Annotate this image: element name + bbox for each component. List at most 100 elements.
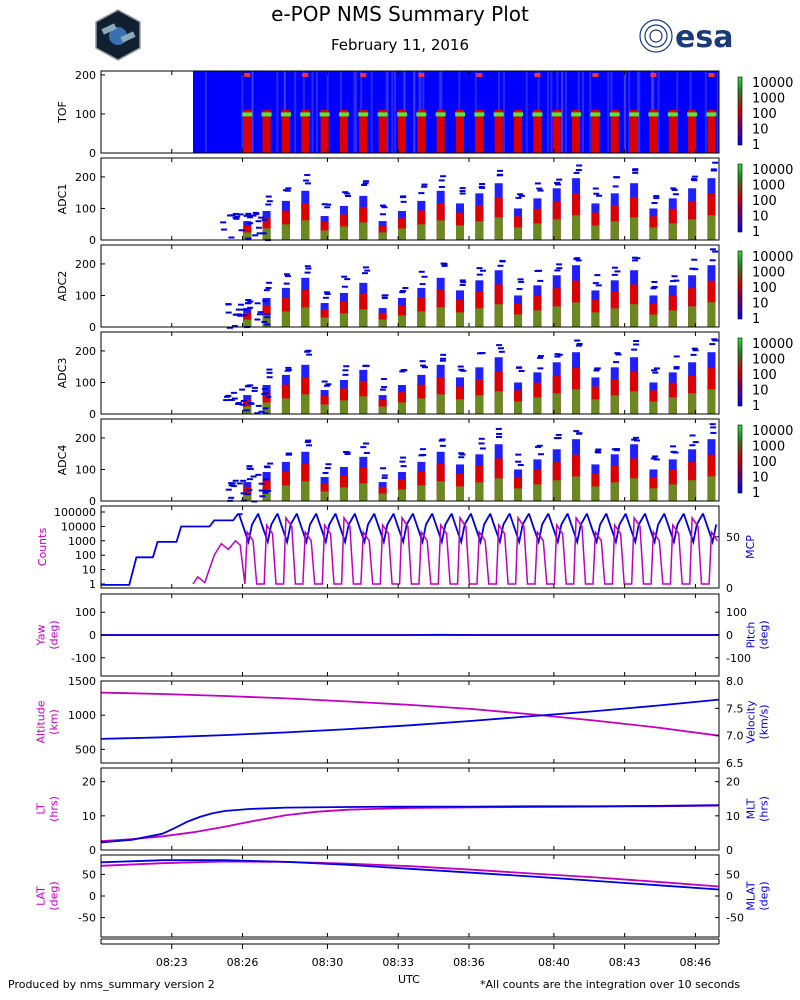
colorbar-tick: 10000	[752, 337, 793, 352]
adc-dot	[399, 460, 406, 463]
adc-dot	[246, 467, 253, 470]
adc-burst-core	[649, 488, 658, 501]
tof-burst-peak	[513, 112, 524, 117]
adc-dot	[438, 439, 445, 442]
adc-dot	[360, 446, 367, 449]
adc-dot	[459, 187, 466, 190]
mcp-ylabel: MCP	[744, 535, 757, 559]
adc-burst-core	[707, 302, 716, 327]
adc-burst-core	[436, 394, 445, 414]
lat-y2tick-label: 50	[726, 868, 740, 881]
lat-y2tick-label: -50	[726, 912, 744, 925]
counts-ytick-label: 10	[82, 564, 96, 577]
adc-dot	[263, 478, 270, 481]
esa-logo: esa	[639, 19, 733, 55]
tof-burst	[397, 110, 406, 153]
x-axis-label: UTC	[398, 973, 420, 986]
tof-stripe	[704, 71, 707, 153]
adc-dot	[305, 439, 312, 442]
adc-dot	[239, 388, 246, 391]
adc-burst-core	[552, 306, 561, 327]
adc-dot	[254, 318, 261, 321]
adc-dot	[498, 350, 505, 353]
colorbar-tick: 10	[752, 210, 769, 225]
adc-dot	[379, 213, 386, 216]
counts-ytick-label: 1000	[68, 535, 96, 548]
adc-dot	[324, 467, 331, 470]
adc-dot	[262, 491, 269, 494]
adc-dot	[633, 343, 640, 346]
adc-dot	[689, 434, 696, 437]
adc-burst-core	[378, 232, 387, 240]
adc-dot	[573, 171, 580, 174]
tof-stripe	[391, 71, 394, 153]
tof-ytick-label: 0	[89, 147, 96, 160]
svg-text:LAT: LAT	[35, 886, 48, 906]
adc-dot	[614, 270, 621, 273]
adc-dot	[439, 359, 446, 362]
adc-burst-core	[494, 304, 503, 327]
adc-dot	[671, 189, 678, 192]
adc-dot	[459, 190, 466, 193]
adc-dot	[228, 398, 235, 401]
counts-frame	[100, 505, 720, 589]
colorbar-tick: 10000	[752, 424, 793, 439]
adc-dot	[304, 182, 311, 185]
adc-dot	[419, 360, 426, 363]
adc-dot	[379, 388, 386, 391]
adc-dot	[556, 267, 563, 270]
adc-dot	[595, 284, 602, 287]
adc-dot	[690, 178, 697, 181]
adc-dot	[440, 262, 447, 265]
adc-dot	[323, 291, 330, 294]
tof-stripe	[547, 71, 550, 153]
tof-stripe	[315, 71, 318, 153]
tof-burst-top	[244, 72, 251, 77]
adc-dot	[632, 169, 639, 172]
adc-dot	[459, 453, 466, 456]
tof-burst	[475, 110, 484, 153]
adc-dot	[439, 444, 446, 447]
adc-burst-core	[552, 393, 561, 414]
adc3-ytick-label: 0	[89, 408, 96, 421]
adc-dot	[245, 385, 252, 388]
adc-dot	[265, 287, 272, 290]
adc-dot	[381, 206, 388, 209]
adc-dot	[344, 453, 351, 456]
svg-text:MCP: MCP	[744, 535, 757, 559]
colorbar-tick: 10	[752, 297, 769, 312]
adc-dot	[650, 287, 657, 290]
adc-dot	[225, 303, 232, 306]
adc-dot	[245, 212, 252, 215]
adc-dot	[228, 496, 235, 499]
adc-dot	[594, 367, 601, 370]
adc-dot	[250, 214, 257, 217]
adc-dot	[479, 183, 486, 186]
tof-burst-peak	[455, 112, 466, 117]
adc-burst-core	[436, 220, 445, 240]
adc-dot	[265, 489, 272, 492]
adc-burst-core	[591, 312, 600, 327]
altvel-ylabel: Altitude (km)	[35, 700, 61, 743]
lat-ytick-label: -50	[78, 912, 96, 925]
tof-burst-peak	[338, 112, 349, 117]
adc-dot	[262, 412, 269, 415]
altvel-y2label: Velocity (km/s)	[745, 700, 771, 744]
adc-dot	[264, 316, 271, 319]
adc-dot	[709, 259, 716, 262]
svg-text:Yaw: Yaw	[35, 625, 48, 647]
adc-dot	[247, 222, 254, 225]
adc-dot	[233, 217, 240, 220]
adc-dot	[495, 427, 502, 430]
adc-burst-core	[591, 225, 600, 240]
adc-burst-core	[262, 489, 271, 501]
altvel-ytick-label: 1000	[68, 709, 96, 722]
adc-burst-core	[572, 215, 581, 240]
tof-burst-top	[650, 72, 657, 77]
adc-dot	[650, 457, 657, 460]
adc-dot	[574, 257, 581, 260]
adc-dot	[343, 365, 350, 368]
adc-burst-core	[281, 311, 290, 327]
adc3-ylabel: ADC3	[56, 358, 69, 389]
adc-dot	[691, 258, 698, 261]
